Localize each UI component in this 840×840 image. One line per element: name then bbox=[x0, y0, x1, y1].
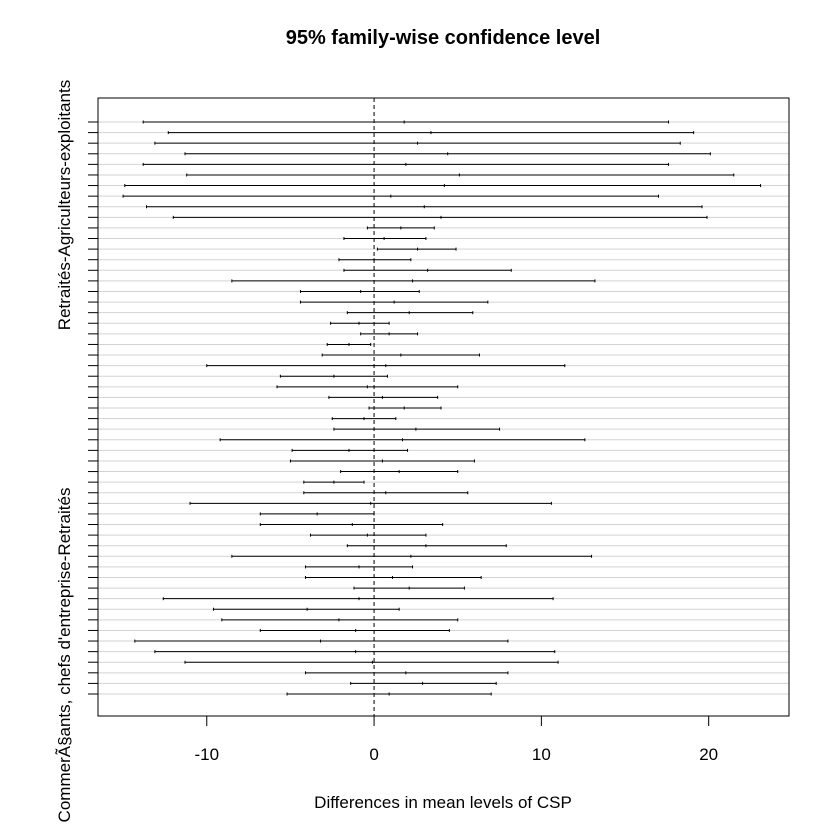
x-tick-label: 0 bbox=[369, 745, 378, 764]
chart-title: 95% family-wise confidence level bbox=[286, 27, 601, 49]
grid-lines bbox=[98, 121, 789, 695]
x-axis-label: Differences in mean levels of CSP bbox=[314, 793, 572, 812]
y-axis-label-top: Retraités-Agriculteurs-exploitants bbox=[55, 80, 74, 330]
x-tick-label: -10 bbox=[194, 745, 219, 764]
y-axis bbox=[88, 121, 98, 695]
x-tick-label: 10 bbox=[532, 745, 551, 764]
plot-frame bbox=[97, 97, 790, 717]
x-tick-label: 20 bbox=[699, 745, 718, 764]
x-axis: -10 0 10 20 bbox=[194, 715, 718, 764]
interval-series bbox=[122, 120, 762, 696]
y-axis-label-bottom: CommerÃ§ants, chefs d'entreprise-Retrait… bbox=[55, 488, 74, 823]
